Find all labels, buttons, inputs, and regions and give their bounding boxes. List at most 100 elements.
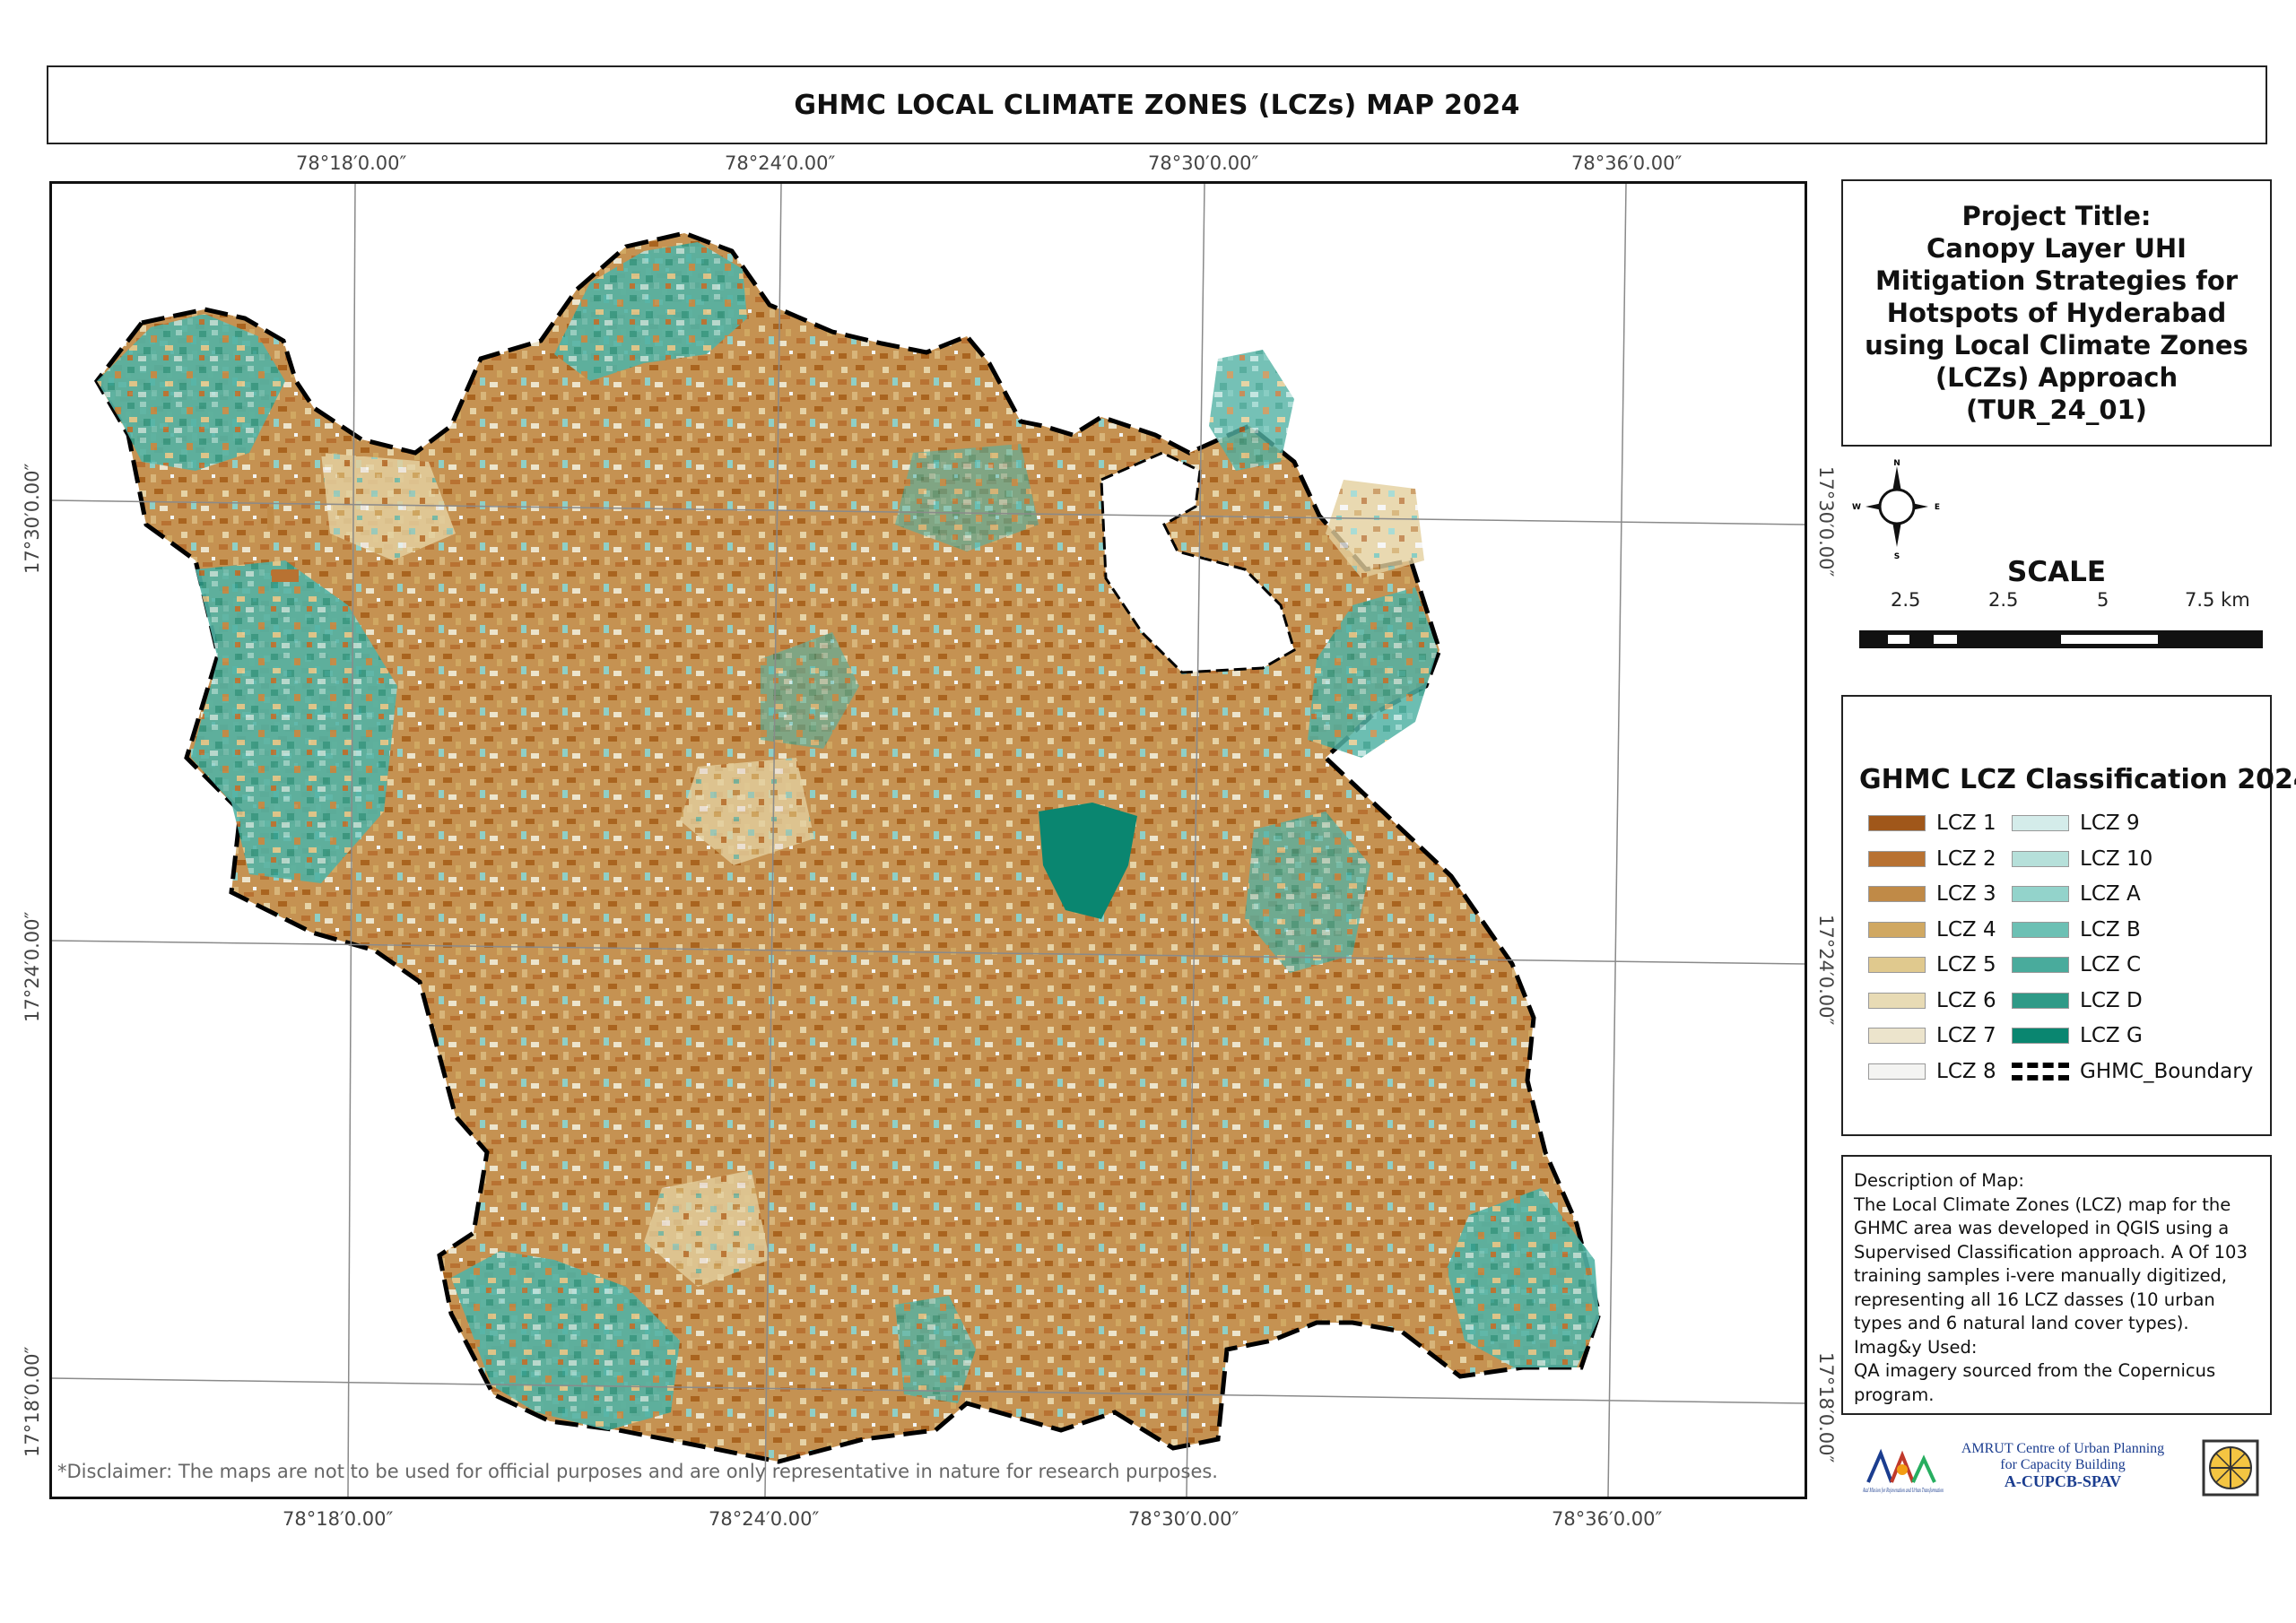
legend-swatch — [1868, 992, 1926, 1009]
south-open-zone — [644, 1170, 770, 1287]
graticule-lon-line — [1186, 184, 1205, 1497]
description-body: The Local Climate Zones (LCZ) map for th… — [1854, 1193, 2248, 1334]
west-greenbelt — [191, 560, 397, 883]
north-lobe — [554, 242, 747, 381]
fragment — [1254, 1224, 1272, 1237]
scale-label: 2.5 — [1988, 589, 2019, 611]
north-arrow-icon: N S E W — [1852, 459, 1940, 561]
graticule-lat-line — [52, 499, 1805, 525]
central-east-green — [1245, 812, 1370, 973]
legend-swatch — [2012, 886, 2069, 902]
legend-swatch — [1868, 815, 1926, 831]
legend-item: LCZ 3 — [1868, 881, 1996, 907]
scale-label: 5 — [2097, 589, 2109, 611]
legend-item: LCZ 6 — [1868, 988, 1996, 1013]
lon-label-bottom: 78°36′0.00″ — [1552, 1508, 1663, 1530]
lon-label-top: 78°36′0.00″ — [1571, 152, 1683, 174]
logo-area: Atal Mission for Rejuvenation and Urban … — [1861, 1437, 2269, 1500]
legend-swatch — [1868, 1063, 1926, 1080]
central-water-body — [1039, 803, 1137, 919]
graticule-lon-line — [347, 184, 356, 1497]
legend-label: LCZ 6 — [1936, 988, 1996, 1012]
scale-label: 2.5 — [1891, 589, 1921, 611]
amrut-caption: Atal Mission for Rejuvenation and Urban … — [1862, 1487, 1944, 1494]
legend-swatch — [2012, 815, 2069, 831]
lcz-map-canvas[interactable] — [52, 184, 1805, 1497]
legend-swatch — [1868, 921, 1926, 938]
disclaimer: *Disclaimer: The maps are not to be used… — [57, 1461, 1218, 1482]
northeast-arm — [1209, 350, 1294, 471]
legend-box: GHMC LCZ Classification 2024 LCZ 1 LCZ 2 L… — [1841, 695, 2296, 1136]
ghmc-territory — [93, 230, 1602, 1464]
legend-title: GHMC LCZ Classification 2024 — [1859, 764, 2296, 795]
fragment — [272, 569, 299, 582]
fragment — [1290, 1251, 1302, 1263]
lat-label-right: 17°30′0.00″ — [1815, 466, 1837, 577]
legend-item: LCZ 10 — [2012, 846, 2152, 872]
legend-item: LCZ D — [2012, 988, 2143, 1013]
legend-item: LCZ B — [2012, 917, 2141, 942]
east-label: E — [1935, 503, 1940, 512]
graticule-lat-line — [52, 940, 1805, 965]
legend-label: LCZ 7 — [1936, 1024, 1996, 1047]
legend-label: LCZ 10 — [2080, 846, 2153, 871]
legend-label: LCZ D — [2080, 988, 2143, 1012]
legend-swatch — [2012, 850, 2069, 867]
legend-label: LCZ 2 — [1936, 846, 1996, 871]
legend-label: LCZ 5 — [1936, 953, 1996, 976]
east-open-zone — [1326, 480, 1424, 578]
west-center-green — [761, 632, 859, 749]
org-line-1: AMRUT Centre of Urban Planning — [1961, 1441, 2165, 1456]
map-title-box: GHMC LOCAL CLIMATE ZONES (LCZs) MAP 2024 — [47, 65, 2267, 144]
south-central-green — [895, 1296, 976, 1403]
map-title: GHMC LOCAL CLIMATE ZONES (LCZs) MAP 2024 — [794, 89, 1520, 121]
graticule-lon-line — [1607, 184, 1627, 1497]
legend-swatch — [1868, 1028, 1926, 1044]
lon-label-top: 78°24′0.00″ — [725, 152, 836, 174]
legend-label: LCZ 1 — [1936, 812, 1996, 835]
north-label: N — [1893, 459, 1900, 468]
north-center-green — [895, 444, 1039, 551]
imagery-heading: Imag&y Used: — [1854, 1336, 1978, 1358]
legend-swatch — [1868, 850, 1926, 867]
legend-item: LCZ 4 — [1868, 917, 1996, 942]
lat-label-left: 17°18′0.00″ — [22, 1346, 43, 1457]
legend-label: LCZ C — [2080, 953, 2142, 976]
graticule — [52, 184, 1805, 1497]
legend-swatch — [1868, 886, 1926, 902]
west-open-zone — [321, 453, 456, 560]
legend-item: GHMC_Boundary — [2012, 1059, 2253, 1084]
spav-logo-icon — [2202, 1439, 2259, 1497]
legend-label: LCZ 3 — [1936, 882, 1996, 906]
scale-bar — [1859, 630, 2263, 648]
southeast-greenbelt — [1447, 1188, 1599, 1367]
scale-label: 7.5 km — [2185, 589, 2250, 611]
org-line-2: for Capacity Building — [2000, 1457, 2126, 1472]
legend-item: LCZ A — [2012, 881, 2141, 907]
scale-title: SCALE — [2007, 556, 2106, 588]
lat-label-right: 17°18′0.00″ — [1815, 1352, 1837, 1463]
west-label: W — [1852, 503, 1861, 512]
legend-item: LCZ C — [2012, 952, 2141, 977]
description-box: Description of Map: The Local Climate Zo… — [1841, 1155, 2272, 1415]
legend-item: LCZ G — [2012, 1023, 2143, 1048]
legend-swatch — [2012, 1062, 2069, 1081]
legend-swatch — [1868, 957, 1926, 973]
lat-label-left: 17°30′0.00″ — [22, 463, 43, 574]
legend-item: LCZ 5 — [1868, 952, 1996, 977]
east-greenbelt — [1308, 587, 1438, 758]
lon-label-bottom: 78°18′0.00″ — [283, 1508, 394, 1530]
hussain-sagar-lake — [1100, 451, 1296, 674]
graticule-lat-line — [52, 1377, 1805, 1404]
lon-label-bottom: 78°24′0.00″ — [709, 1508, 820, 1530]
lat-label-right: 17°24′0.00″ — [1815, 915, 1837, 1026]
northwest-arm — [97, 314, 285, 471]
lon-label-bottom: 78°30′0.00″ — [1128, 1508, 1239, 1530]
legend-label: LCZ 4 — [1936, 917, 1996, 942]
legend-item: LCZ 9 — [2012, 811, 2140, 836]
amrut-logo-icon: Atal Mission for Rejuvenation and Urban … — [1862, 1448, 1944, 1494]
lat-label-left: 17°24′0.00″ — [22, 911, 43, 1022]
legend-item: LCZ 7 — [1868, 1023, 1996, 1048]
legend-swatch — [2012, 957, 2069, 973]
map-frame[interactable]: *Disclaimer: The maps are not to be used… — [49, 181, 1807, 1499]
